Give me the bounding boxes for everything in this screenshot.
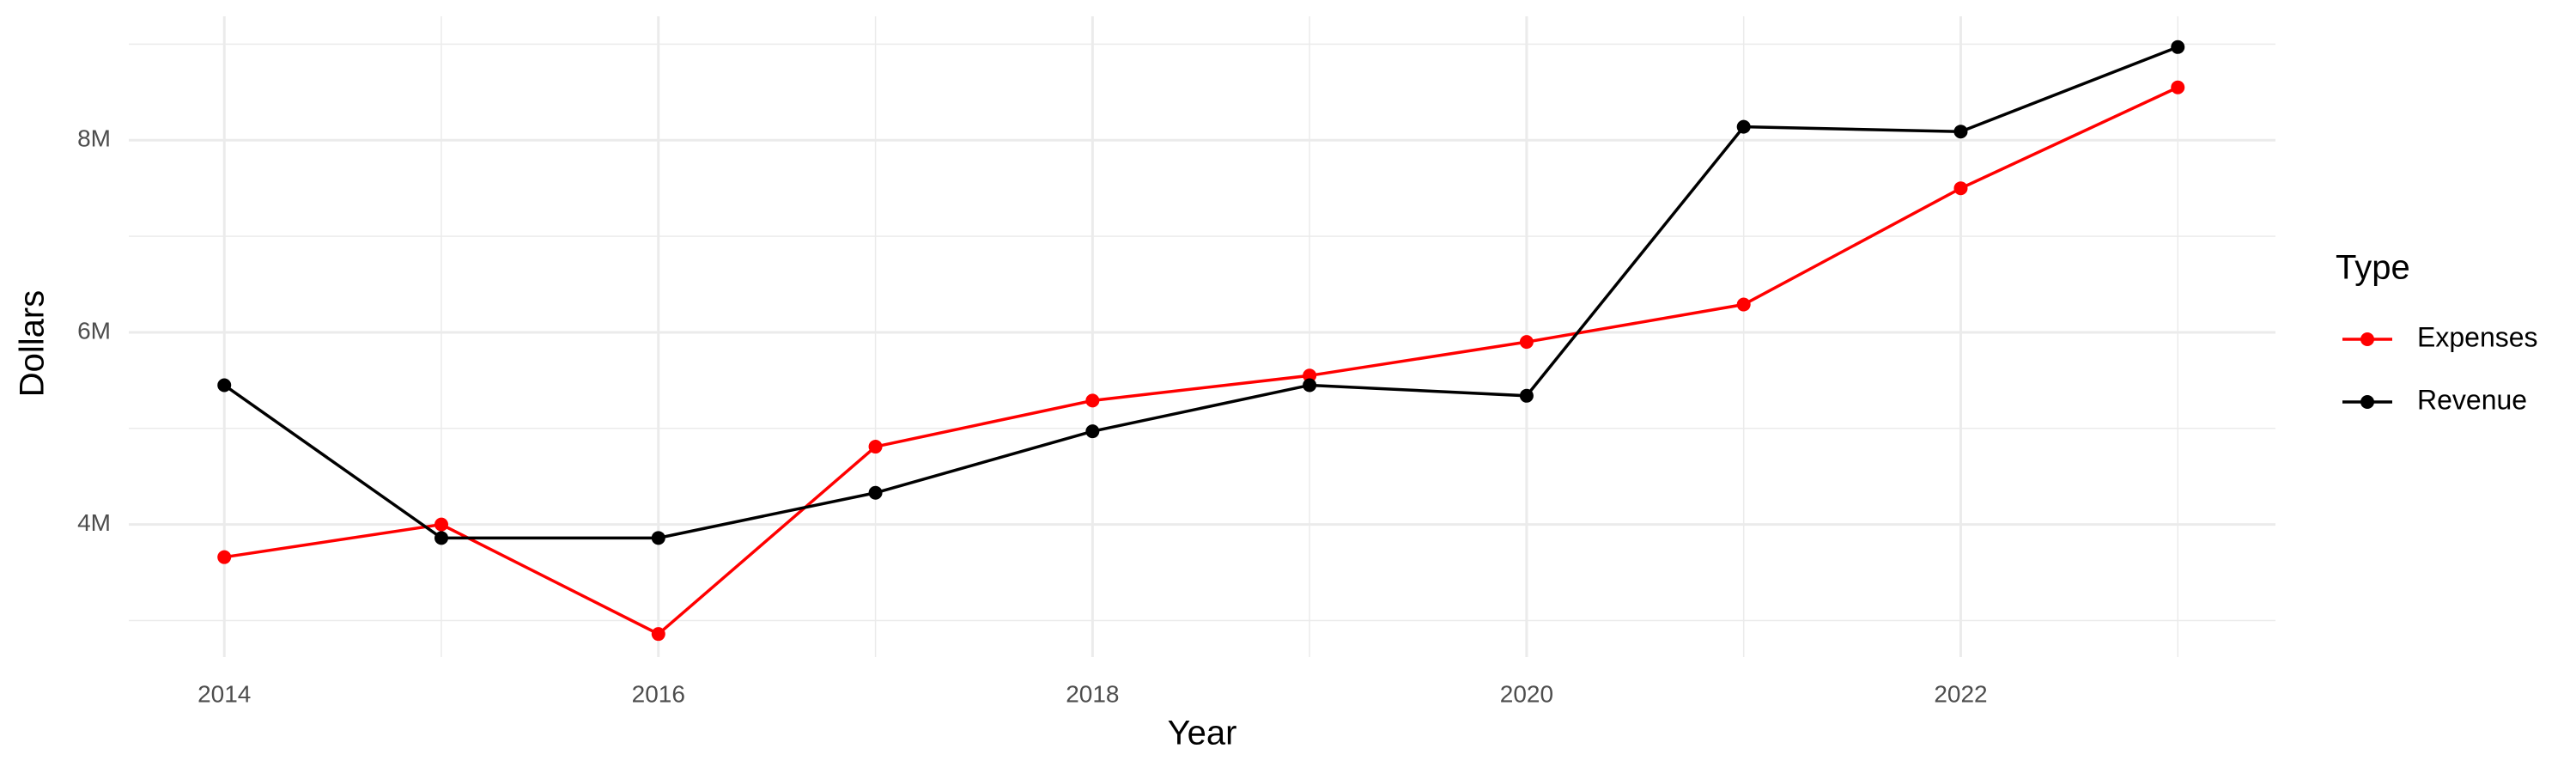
data-point: [1085, 393, 1100, 408]
series-line: [223, 46, 2178, 540]
data-point: [1736, 119, 1751, 134]
data-point: [1085, 424, 1100, 439]
data-point: [868, 440, 883, 454]
data-point: [2171, 40, 2185, 54]
data-point: [434, 531, 449, 545]
y-axis-title: Dollars: [14, 290, 52, 397]
data-point: [1736, 297, 1751, 312]
series-line: [223, 86, 2178, 636]
legend-key-point: [2360, 395, 2374, 409]
data-point: [1519, 335, 1534, 350]
data-point: [217, 550, 232, 564]
y-tick-label: 4M: [77, 509, 111, 536]
data-point: [434, 517, 449, 532]
x-tick-label: 2018: [1066, 680, 1119, 707]
legend-key-point: [2360, 332, 2374, 346]
legend-title: Type: [2336, 249, 2410, 287]
data-point: [217, 378, 232, 393]
x-tick-label: 2014: [197, 680, 251, 707]
x-axis-title: Year: [1168, 715, 1237, 752]
y-tick-label: 8M: [77, 125, 111, 152]
legend-label: Revenue: [2417, 384, 2527, 415]
y-tick-label: 6M: [77, 317, 111, 344]
data-point: [2171, 80, 2185, 94]
data-point: [1303, 368, 1317, 383]
x-tick-label: 2020: [1500, 680, 1553, 707]
data-point: [1519, 388, 1534, 403]
data-point: [868, 485, 883, 500]
x-tick-label: 2022: [1934, 680, 1987, 707]
legend-label: Expenses: [2417, 321, 2538, 352]
x-tick-label: 2016: [632, 680, 685, 707]
data-point: [1953, 125, 1968, 139]
grid: [129, 16, 2275, 657]
data-point: [651, 627, 665, 642]
data-point: [651, 531, 665, 545]
data-point: [1953, 181, 1968, 196]
data-point: [1303, 378, 1317, 393]
